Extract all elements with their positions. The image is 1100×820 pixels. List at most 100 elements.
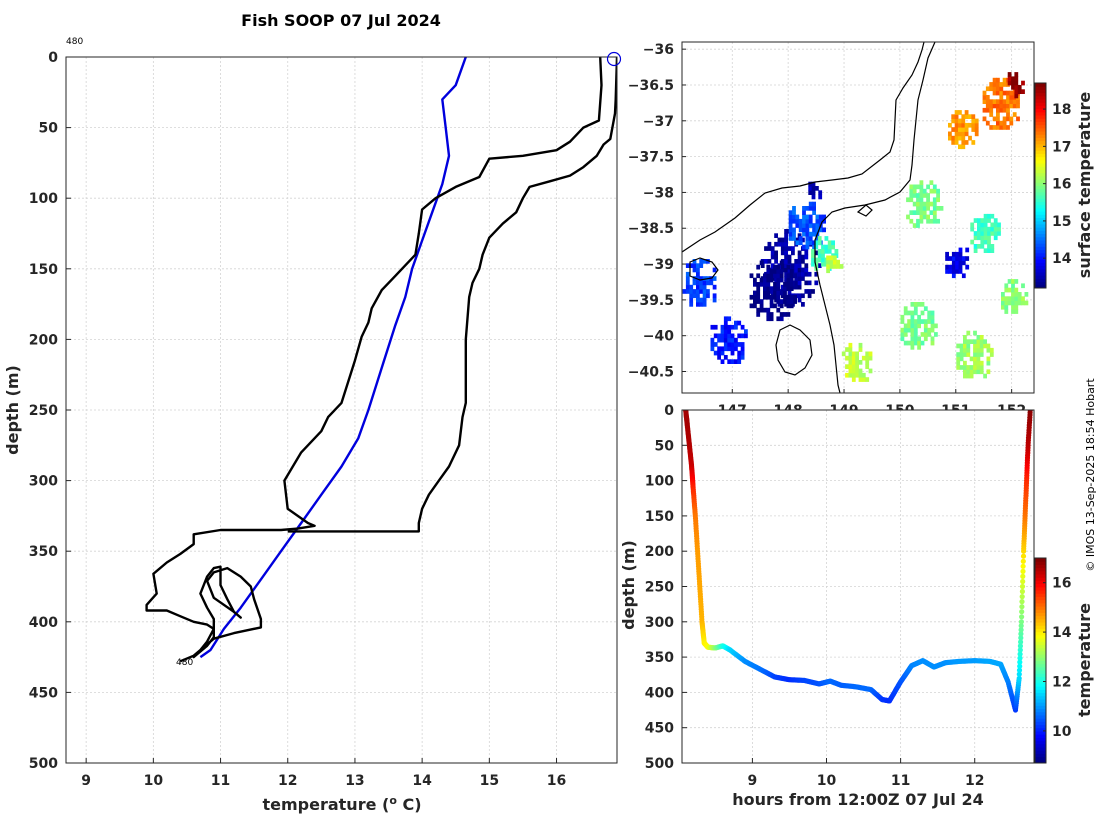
sst-cell <box>929 218 934 224</box>
sst-cell <box>976 339 981 344</box>
section-colorbar-segment <box>1035 625 1046 629</box>
sst-cell <box>929 201 934 207</box>
sst-cell <box>818 214 823 220</box>
map-colorbar-segment <box>1035 278 1046 283</box>
sst-cell <box>811 194 816 200</box>
sst-cell <box>815 214 820 220</box>
sst-cell <box>979 360 984 366</box>
sst-cell <box>734 346 738 352</box>
sst-cell <box>1016 99 1020 104</box>
sst-cell <box>1011 296 1015 301</box>
sst-cell <box>979 335 984 340</box>
sst-cell <box>798 236 803 241</box>
sst-cell <box>774 259 778 264</box>
sst-cell <box>848 347 853 352</box>
sst-cell <box>793 299 797 304</box>
sst-cell <box>692 263 697 268</box>
sst-cell <box>770 289 775 294</box>
sst-cell <box>720 329 725 334</box>
sst-cell <box>1006 90 1010 96</box>
sst-cell <box>814 261 819 267</box>
sst-cell <box>770 263 775 268</box>
sst-cell <box>963 352 967 357</box>
section-colorbar-segment <box>1035 711 1046 716</box>
sst-cell <box>845 364 849 369</box>
sst-cell <box>730 359 735 364</box>
section-point <box>1016 667 1023 673</box>
sst-cell <box>787 246 792 251</box>
sst-cell <box>987 218 991 223</box>
sst-cell <box>1009 99 1014 104</box>
map-colorbar-segment <box>1035 271 1046 276</box>
sst-cell <box>927 332 932 337</box>
sst-cell <box>792 231 796 237</box>
sst-cell <box>1011 292 1015 297</box>
sst-cell <box>954 135 959 141</box>
section-colorbar-segment <box>1035 753 1046 758</box>
section-point <box>1016 671 1022 677</box>
map-colorbar-segment <box>1035 252 1046 257</box>
sst-cell <box>827 249 832 254</box>
sst-cell <box>961 118 966 124</box>
sst-cell <box>970 239 975 245</box>
sst-cell <box>1001 296 1005 301</box>
sst-cell <box>766 307 771 313</box>
sst-cell <box>987 226 991 232</box>
map-lat-tick-label: −37.5 <box>628 150 674 166</box>
sst-cell <box>986 360 991 366</box>
sst-cell <box>749 273 754 279</box>
sst-cell <box>1006 107 1010 113</box>
sst-cell <box>848 364 853 369</box>
sst-cell <box>951 135 956 141</box>
sst-cell <box>968 135 972 141</box>
sst-cell <box>1004 309 1009 314</box>
sst-cell <box>792 227 796 233</box>
sst-cell <box>955 264 959 270</box>
sst-cell <box>1006 95 1010 100</box>
sst-cell <box>958 260 963 266</box>
sst-cell <box>922 210 927 215</box>
sst-cell <box>791 246 795 251</box>
sst-cell <box>959 347 964 353</box>
sst-cell <box>907 327 911 333</box>
sst-cell <box>917 336 921 342</box>
sst-cell <box>986 343 991 349</box>
map-colorbar-segment <box>1035 182 1046 186</box>
section-point <box>1016 675 1022 681</box>
section-y-axis-label: depth (m) <box>619 540 638 630</box>
sst-cell <box>961 122 966 128</box>
sst-cell <box>702 276 707 281</box>
map-colorbar-segment <box>1035 143 1046 148</box>
map-colorbar-segment <box>1035 207 1046 212</box>
sst-cell <box>834 249 839 254</box>
sst-cell <box>1017 300 1022 306</box>
map-colorbar-segment <box>1035 108 1046 113</box>
sst-cell <box>808 214 813 220</box>
sst-cell <box>996 82 1000 87</box>
sst-cell <box>1009 116 1014 122</box>
sst-cell <box>945 269 949 274</box>
sst-cell <box>1002 99 1007 104</box>
sst-cell <box>699 263 704 268</box>
sst-cell <box>699 302 704 307</box>
sst-cell <box>913 323 918 329</box>
sst-cell <box>1011 76 1015 82</box>
sst-cell <box>910 332 915 337</box>
section-colorbar-segment <box>1035 615 1046 620</box>
map-lat-tick-label: −38.5 <box>628 221 674 237</box>
sst-cell <box>1014 93 1019 99</box>
sst-cell <box>982 90 987 96</box>
sst-cell <box>923 319 928 324</box>
sst-cell <box>784 246 788 251</box>
sst-cell <box>802 223 806 228</box>
sst-cell <box>1014 279 1019 284</box>
sst-cell <box>744 333 748 339</box>
sst-cell <box>999 90 1004 96</box>
sst-cell <box>990 244 995 249</box>
sst-cell <box>964 122 969 128</box>
sst-cell <box>829 259 834 265</box>
section-colorbar-segment <box>1035 634 1046 639</box>
section-colorbar-segment <box>1035 682 1046 687</box>
sst-cell <box>971 118 976 124</box>
profile-plot-area <box>66 57 617 763</box>
